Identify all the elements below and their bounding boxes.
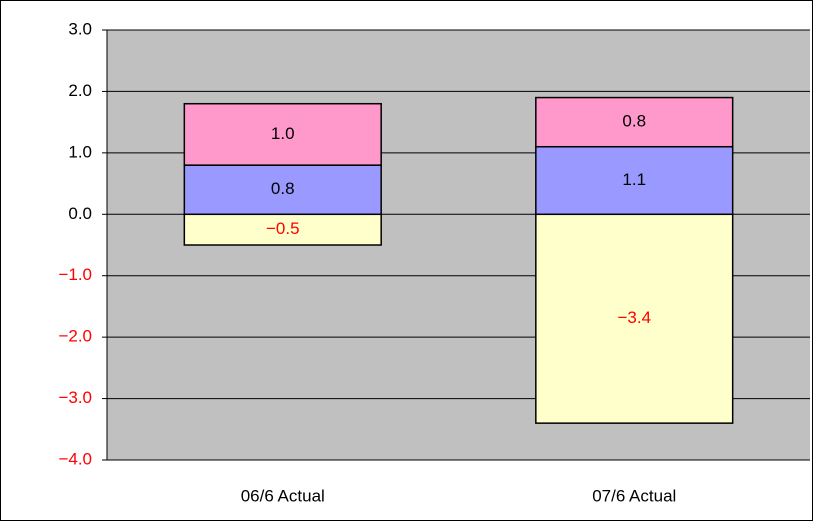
x-tick-label: 06/6 Actual [241,486,325,505]
y-tick-label: −2.0 [58,327,92,346]
bar-segment [183,213,382,246]
bar-segment [183,164,382,216]
y-tick-label: 1.0 [68,142,92,161]
y-tick-label: 2.0 [68,81,92,100]
data-label: 0.8 [622,112,646,131]
y-tick-label: −4.0 [58,449,92,468]
y-tick-label: −1.0 [58,265,92,284]
data-label: 1.1 [622,170,646,189]
bar-segment [183,102,382,166]
y-tick-label: 3.0 [68,19,92,38]
y-tick-label: 0.0 [68,204,92,223]
x-tick-label: 07/6 Actual [592,486,676,505]
data-label: 0.8 [271,179,295,198]
data-label: −3.4 [617,308,651,327]
bar-segment [535,145,734,216]
data-label: −0.5 [266,219,300,238]
y-tick-label: −3.0 [58,388,92,407]
bar-segment [535,96,734,148]
data-label: 1.0 [271,124,295,143]
bar-segment [535,213,734,424]
